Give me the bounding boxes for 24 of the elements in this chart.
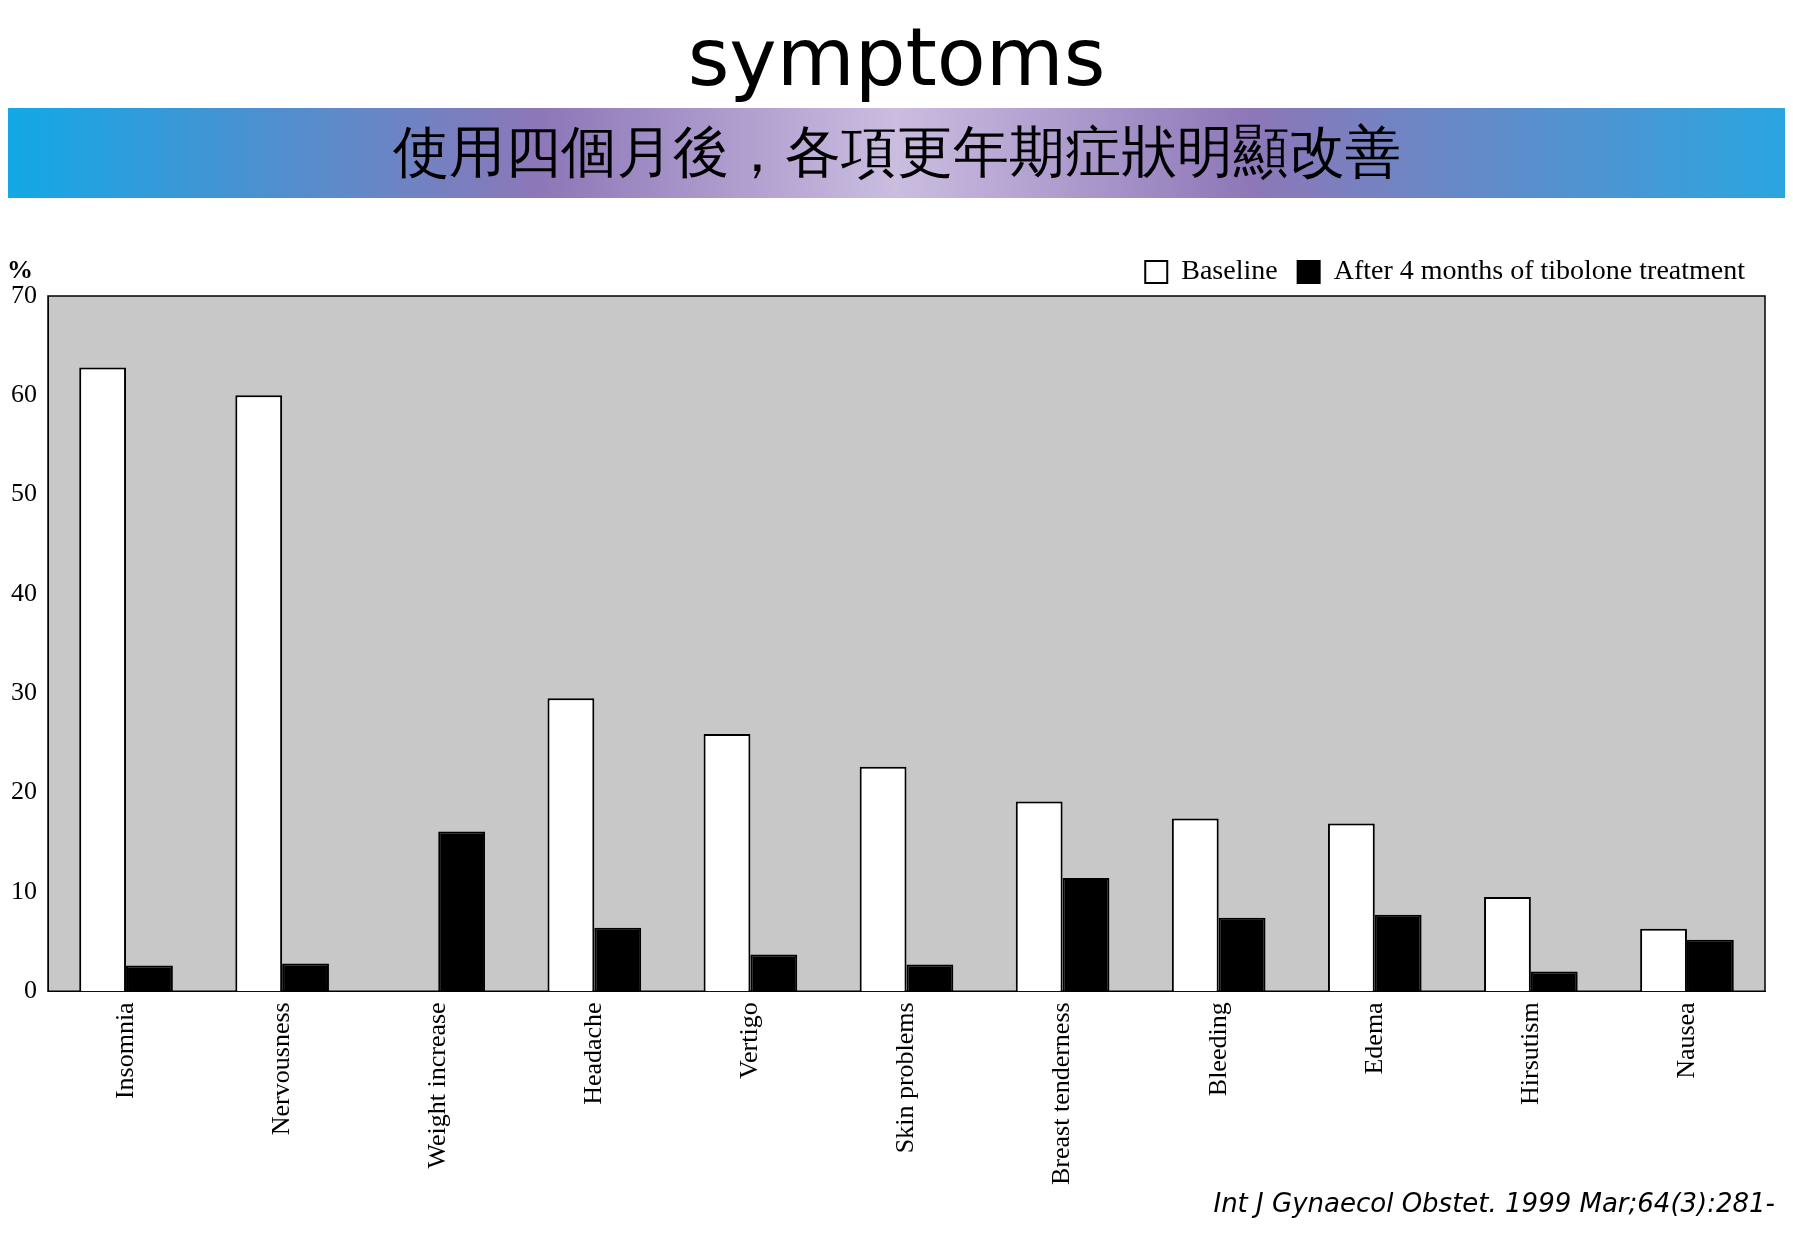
legend-label: After 4 months of tibolone treatment	[1333, 254, 1746, 286]
x-tick-label: Edema	[1358, 1001, 1388, 1075]
x-tick-label: Skin problems	[890, 1002, 920, 1154]
chart-title: symptoms	[686, 10, 1107, 106]
y-tick-label: 30	[11, 677, 37, 707]
y-tick-label: 60	[11, 379, 37, 409]
chart-subtitle: 使用四個月後，各項更年期症狀明顯改善	[392, 118, 1401, 186]
x-tick-label: Vertigo	[734, 1002, 764, 1079]
x-tick-label: Weight increase	[422, 1002, 452, 1169]
legend-label: Baseline	[1181, 254, 1278, 286]
banner-ribbon: 使用四個月後，各項更年期症狀明顯改善	[8, 108, 1785, 198]
y-tick-label: 40	[11, 577, 37, 607]
x-tick-label: Nervousness	[265, 1002, 295, 1136]
x-tick-label: Hirsutism	[1514, 1002, 1544, 1105]
x-tick-label: Headache	[578, 1002, 608, 1105]
y-tick-label: 20	[11, 776, 37, 806]
x-tick-label: Nausea	[1670, 1001, 1700, 1079]
y-tick-label: 0	[24, 975, 37, 1005]
text: Int J Gynaecol Obstet. 1999 Mar;64(3):281-	[1212, 1188, 1776, 1218]
x-tick-label: Bleeding	[1202, 1002, 1232, 1097]
x-tick-label: Insomnia	[109, 1001, 139, 1100]
x-tick-label: Breast tenderness	[1046, 1002, 1076, 1186]
y-tick-label: 10	[11, 875, 37, 905]
y-tick-label: 50	[11, 478, 37, 508]
